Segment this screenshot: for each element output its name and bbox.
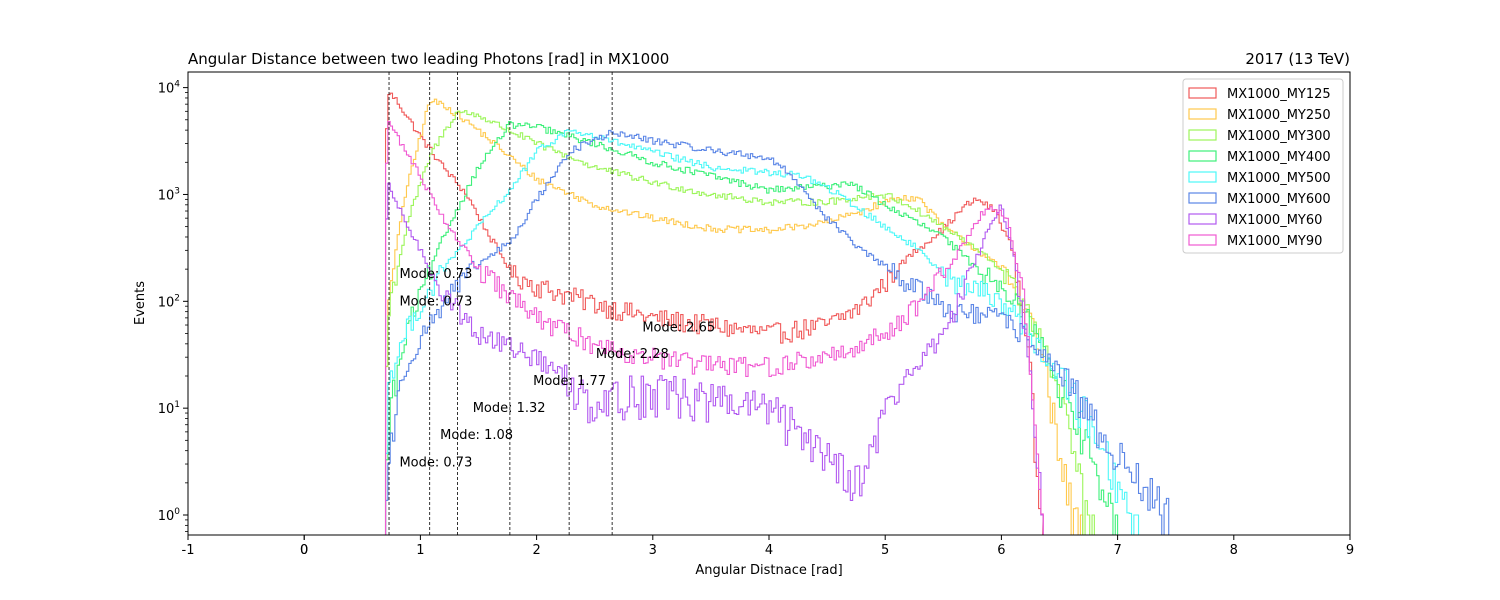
- x-tick-label-0: -1: [182, 543, 195, 558]
- y-tick-label-3: 103: [158, 186, 180, 203]
- legend-swatch-MX1000_MY60: [1188, 213, 1217, 225]
- mode-annotation-3: Mode: 1.08: [440, 428, 513, 443]
- x-tick-label-9: 7: [1113, 543, 1121, 558]
- chart-title-right: 2017 (13 TeV): [1245, 50, 1350, 68]
- legend-label-MX1000_MY300: MX1000_MY300: [1227, 129, 1331, 144]
- x-tick-label-2: 0: [300, 543, 308, 558]
- mode-annotation-2: Mode: 0.73: [399, 456, 472, 471]
- mode-annotation-1: Mode: 0.73: [399, 294, 472, 309]
- legend-swatch-MX1000_MY400: [1188, 150, 1217, 162]
- legend-swatch-MX1000_MY500: [1188, 171, 1217, 183]
- chart-title-group: Angular Distance between two leading Pho…: [188, 50, 1350, 68]
- legend-box: [1182, 78, 1344, 254]
- series-MX1000_MY500: [384, 129, 1140, 535]
- legend-label-MX1000_MY60: MX1000_MY60: [1227, 213, 1322, 228]
- legend-label-MX1000_MY500: MX1000_MY500: [1227, 171, 1331, 186]
- x-tick-label-5: 3: [649, 543, 657, 558]
- y-tick-label-1: 101: [158, 400, 180, 417]
- x-axis: -1 00 1 2 3 4 5 6 7 8 9: [182, 535, 1354, 558]
- y-axis: 100 101 102 103 104: [158, 80, 188, 532]
- x-tick-label-11: 9: [1346, 543, 1354, 558]
- series-MX1000_MY250: [384, 98, 1084, 535]
- y-tick-label-2: 102: [158, 293, 180, 310]
- series-layer: [384, 92, 1170, 535]
- legend-label-MX1000_MY250: MX1000_MY250: [1227, 108, 1331, 123]
- plot-frame: [187, 71, 1351, 536]
- mode-annotation-0: Mode: 0.73: [399, 267, 472, 282]
- legend-swatch-MX1000_MY125: [1188, 87, 1217, 99]
- mode-annotation-4: Mode: 1.32: [473, 401, 546, 416]
- mode-annotation-6: Mode: 2.28: [596, 347, 669, 362]
- mode-annotations-layer: Mode: 0.73 Mode: 0.73 Mode: 0.73 Mode: 1.08…: [399, 267, 715, 470]
- y-tick-label-0: 100: [158, 507, 181, 524]
- legend-swatch-MX1000_MY300: [1188, 129, 1217, 141]
- x-tick-label-10: 8: [1230, 543, 1238, 558]
- legend-swatch-MX1000_MY90: [1188, 234, 1217, 246]
- series-MX1000_MY60: [384, 182, 1044, 535]
- legend-label-MX1000_MY600: MX1000_MY600: [1227, 192, 1331, 207]
- chart-title: Angular Distance between two leading Pho…: [188, 50, 669, 68]
- legend-label-MX1000_MY125: MX1000_MY125: [1227, 87, 1331, 102]
- series-MX1000_MY90: [384, 120, 1044, 535]
- mode-annotation-7: Mode: 2.65: [642, 320, 715, 335]
- y-axis-label: Events: [133, 281, 148, 325]
- legend-label-MX1000_MY90: MX1000_MY90: [1227, 234, 1322, 249]
- x-axis-label: Angular Distnace [rad]: [695, 563, 842, 578]
- x-tick-label-7: 5: [881, 543, 889, 558]
- x-tick-label-3: 1: [416, 543, 424, 558]
- series-MX1000_MY125: [384, 92, 1044, 535]
- legend-swatch-MX1000_MY250: [1188, 108, 1217, 120]
- legend: MX1000_MY125 MX1000_MY250 MX1000_MY300 MX10…: [1182, 78, 1344, 254]
- series-MX1000_MY400: [384, 120, 1119, 535]
- x-tick-label-1: 0: [300, 543, 308, 558]
- x-tick-label-6: 4: [765, 543, 773, 558]
- y-tick-label-4: 104: [158, 80, 181, 97]
- mode-annotation-5: Mode: 1.77: [533, 374, 606, 389]
- x-tick-label-8: 6: [997, 543, 1005, 558]
- legend-label-MX1000_MY400: MX1000_MY400: [1227, 150, 1331, 165]
- legend-swatch-MX1000_MY600: [1188, 192, 1217, 204]
- x-tick-label-4: 2: [532, 543, 540, 558]
- series-MX1000_MY300: [384, 110, 1095, 535]
- series-MX1000_MY600: [384, 129, 1170, 535]
- mode-lines-layer: [388, 72, 613, 535]
